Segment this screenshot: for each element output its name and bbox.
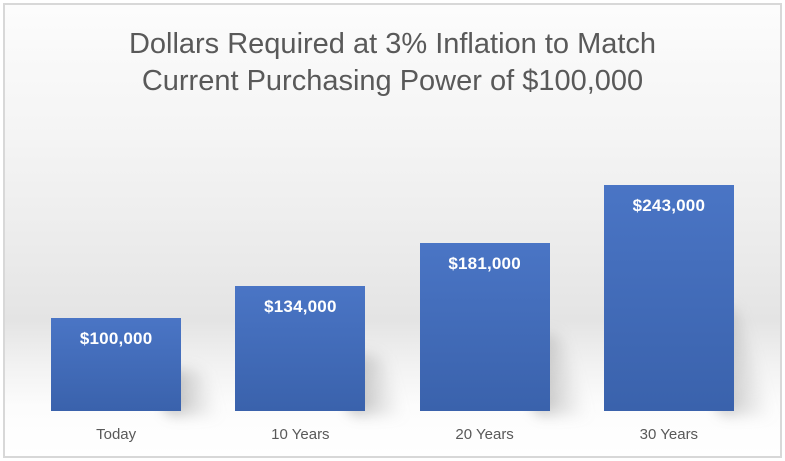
bar-value-label: $243,000 bbox=[632, 196, 706, 215]
chart-title-line-1: Dollars Required at 3% Inflation to Matc… bbox=[128, 28, 657, 60]
category-label: 30 Years bbox=[639, 426, 699, 443]
bar-slot: $181,000 20 Years bbox=[393, 130, 587, 456]
category-label: 10 Years bbox=[271, 426, 330, 443]
bar: $181,000 bbox=[419, 243, 550, 411]
chart-title: Dollars Required at 3% Inflation to Matc… bbox=[0, 26, 785, 100]
bar-value-label: $134,000 bbox=[264, 297, 337, 316]
bar-slot: $100,000 Today bbox=[24, 130, 219, 456]
bar-value-label: $181,000 bbox=[448, 254, 521, 273]
bar: $243,000 bbox=[603, 185, 734, 411]
plot-area: $100,000 Today $134,000 10 Years $181,00… bbox=[24, 130, 771, 456]
bar: $134,000 bbox=[235, 286, 366, 411]
bar-slot: $243,000 30 Years bbox=[577, 130, 771, 456]
category-label: Today bbox=[96, 426, 137, 443]
bar-slot: $134,000 10 Years bbox=[208, 130, 403, 456]
bar: $100,000 bbox=[51, 318, 182, 411]
category-label: 20 Years bbox=[455, 426, 514, 443]
bar-value-label: $100,000 bbox=[79, 329, 153, 348]
chart-title-line-2: Current Purchasing Power of $100,000 bbox=[141, 65, 644, 98]
